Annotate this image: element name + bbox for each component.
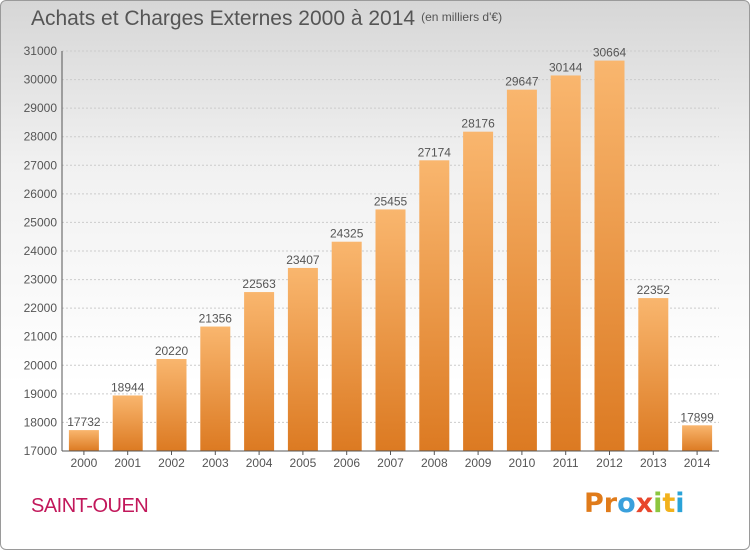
bar-2004 — [244, 292, 275, 451]
bar-value-label: 17899 — [680, 410, 714, 424]
x-tick-label: 2000 — [71, 456, 98, 470]
logo-letter: r — [603, 488, 618, 519]
x-tick-label: 2003 — [202, 456, 229, 470]
bar-2003 — [200, 326, 231, 451]
y-tick-label: 19000 — [24, 387, 58, 401]
commune-name: SAINT-OUEN — [31, 495, 149, 517]
bar-value-label: 17732 — [67, 415, 101, 429]
bar-2008 — [419, 160, 450, 452]
y-tick-label: 25000 — [24, 215, 58, 229]
x-tick-label: 2012 — [596, 456, 623, 470]
x-tick-label: 2005 — [290, 456, 317, 470]
bar-2002 — [156, 359, 187, 451]
bar-2009 — [463, 131, 494, 451]
bar-value-label: 28176 — [461, 117, 495, 131]
logo-letter: i — [653, 488, 663, 519]
bar-2001 — [112, 395, 143, 451]
x-tick-label: 2010 — [509, 456, 536, 470]
bar-2013 — [638, 298, 669, 451]
bar-2011 — [550, 75, 581, 451]
y-tick-label: 27000 — [24, 158, 58, 172]
logo-letter: t — [662, 488, 676, 519]
bar-value-label: 22352 — [637, 283, 671, 297]
bar-value-label: 30664 — [593, 46, 627, 60]
chart-title: Achats et Charges Externes 2000 à 2014 (e… — [31, 7, 502, 31]
y-tick-label: 20000 — [24, 358, 58, 372]
x-tick-label: 2007 — [377, 456, 404, 470]
x-tick-label: 2008 — [421, 456, 448, 470]
x-tick-label: 2004 — [246, 456, 273, 470]
y-tick-label: 21000 — [24, 330, 58, 344]
bar-2007 — [375, 209, 406, 451]
x-tick-label: 2002 — [158, 456, 185, 470]
y-tick-label: 18000 — [24, 415, 58, 429]
logo-letter: P — [584, 488, 604, 519]
bar-2010 — [506, 89, 537, 452]
proxiti-logo: Proxiti — [584, 488, 685, 519]
bar-2006 — [331, 241, 362, 451]
x-tick-label: 2014 — [684, 456, 711, 470]
y-tick-label: 28000 — [24, 130, 58, 144]
x-tick-label: 2006 — [333, 456, 360, 470]
title-text: Achats et Charges Externes 2000 à 2014 — [31, 7, 416, 30]
bar-2012 — [594, 60, 625, 451]
x-tick-label: 2011 — [553, 456, 579, 470]
bar-value-label: 22563 — [242, 277, 276, 291]
bar-value-label: 29647 — [505, 75, 539, 89]
bar-value-label: 30144 — [549, 60, 583, 74]
logo-letter: o — [617, 488, 636, 519]
y-tick-label: 17000 — [24, 444, 58, 458]
y-tick-label: 23000 — [24, 273, 58, 287]
bar-2014 — [682, 425, 713, 451]
unit-label: (en milliers d'€) — [421, 10, 503, 24]
y-tick-label: 24000 — [24, 244, 58, 258]
y-tick-label: 30000 — [24, 73, 58, 87]
x-tick-label: 2009 — [465, 456, 492, 470]
bar-value-label: 18944 — [111, 380, 145, 394]
bar-value-label: 20220 — [155, 344, 189, 358]
bar-2005 — [287, 267, 318, 451]
y-tick-label: 22000 — [24, 301, 58, 315]
y-tick-label: 26000 — [24, 187, 58, 201]
logo-letter: i — [675, 488, 685, 519]
x-tick-label: 2001 — [114, 456, 141, 470]
bar-2000 — [68, 430, 99, 451]
logo-letter: x — [635, 488, 654, 519]
bar-value-label: 25455 — [374, 194, 408, 208]
bar-value-label: 27174 — [418, 145, 452, 159]
x-tick-label: 2013 — [640, 456, 667, 470]
bar-value-label: 23407 — [286, 253, 320, 267]
bar-value-label: 21356 — [199, 312, 233, 326]
y-tick-label: 31000 — [24, 44, 58, 58]
y-tick-label: 29000 — [24, 101, 58, 115]
bar-value-label: 24325 — [330, 227, 364, 241]
